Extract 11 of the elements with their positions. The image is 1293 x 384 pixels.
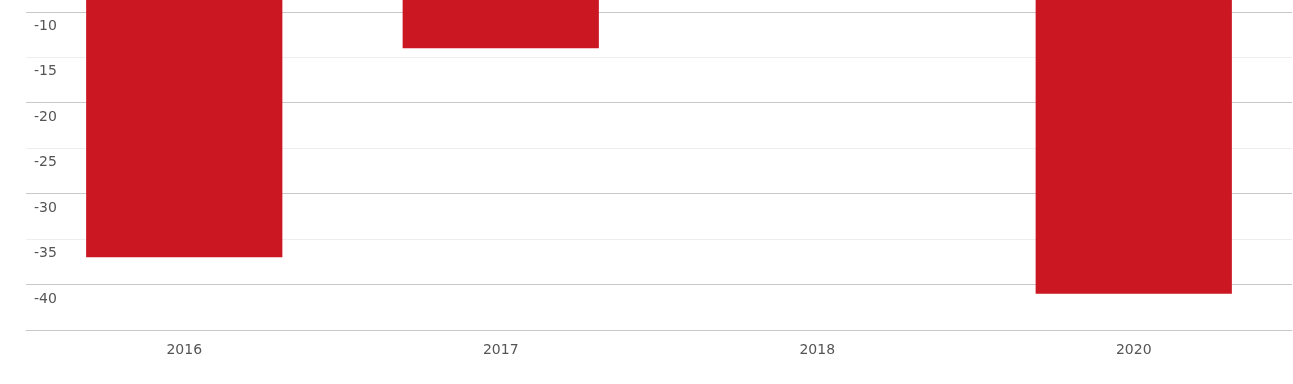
y-tick-label: -20 [34,107,57,124]
y-tick-label: -35 [34,244,57,261]
x-tick-label: 2018 [799,341,836,357]
x-tick-label: 2020 [1115,341,1152,357]
y-tick-label: -10 [34,16,57,33]
y-tick-label: -25 [34,153,57,170]
y-tick-label: -30 [34,198,57,215]
y-tick-label: -40 [34,289,57,306]
x-tick-label: 2017 [482,341,519,357]
y-tick-label: -15 [34,62,57,79]
x-tick-label: 2016 [166,341,203,357]
